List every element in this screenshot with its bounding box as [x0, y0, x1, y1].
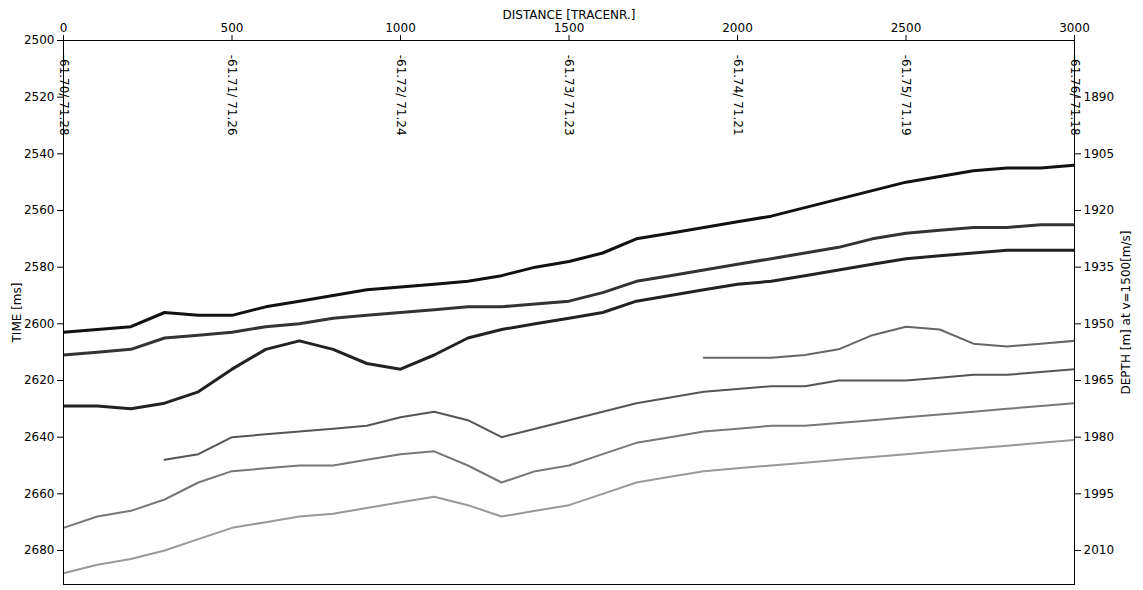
svg-text:1980: 1980 [1084, 430, 1115, 444]
svg-text:1935: 1935 [1084, 260, 1115, 274]
svg-text:1950: 1950 [1084, 317, 1115, 331]
svg-text:2620: 2620 [24, 373, 55, 387]
svg-text:1995: 1995 [1084, 487, 1115, 501]
svg-text:2520: 2520 [24, 90, 55, 104]
svg-text:2010: 2010 [1084, 543, 1115, 557]
svg-text:2500: 2500 [24, 33, 55, 47]
svg-text:1500: 1500 [554, 21, 585, 35]
svg-text:2540: 2540 [24, 147, 55, 161]
svg-text:0: 0 [60, 21, 68, 35]
svg-text:-61.70/ 71.28: -61.70/ 71.28 [56, 54, 71, 136]
svg-text:1920: 1920 [1084, 203, 1115, 217]
svg-text:2500: 2500 [891, 21, 922, 35]
svg-text:2600: 2600 [24, 317, 55, 331]
svg-text:3000: 3000 [1059, 21, 1090, 35]
svg-text:DEPTH [m] at v=1500[m/s]: DEPTH [m] at v=1500[m/s] [1119, 230, 1133, 394]
svg-text:1905: 1905 [1084, 147, 1115, 161]
svg-text:-61.74/ 71.21: -61.74/ 71.21 [731, 55, 745, 136]
svg-text:-61.72/ 71.24: -61.72/ 71.24 [394, 55, 408, 136]
svg-text:DISTANCE [TRACENR.]: DISTANCE [TRACENR.] [503, 8, 636, 22]
svg-text:2640: 2640 [24, 430, 55, 444]
svg-text:2560: 2560 [24, 203, 55, 217]
svg-text:-61.71/ 71.26: -61.71/ 71.26 [225, 55, 239, 136]
svg-text:2680: 2680 [24, 543, 55, 557]
svg-text:2000: 2000 [722, 21, 753, 35]
svg-text:1000: 1000 [385, 21, 416, 35]
svg-text:1890: 1890 [1084, 90, 1115, 104]
svg-text:2580: 2580 [24, 260, 55, 274]
svg-text:500: 500 [221, 21, 244, 35]
svg-text:-61.76/ 71.18: -61.76/ 71.18 [1067, 54, 1082, 136]
svg-text:-61.75/ 71.19: -61.75/ 71.19 [899, 55, 913, 136]
svg-text:1965: 1965 [1084, 373, 1115, 387]
svg-text:2660: 2660 [24, 487, 55, 501]
svg-text:-61.73/ 71.23: -61.73/ 71.23 [562, 55, 576, 136]
svg-text:TIME [ms]: TIME [ms] [10, 283, 24, 344]
